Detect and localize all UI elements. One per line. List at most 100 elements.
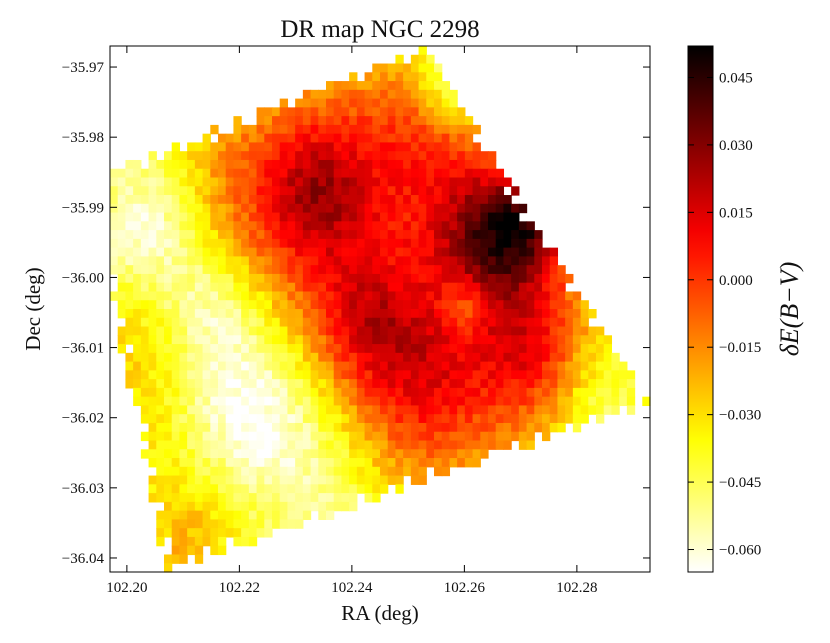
heatmap-cell: [156, 361, 165, 371]
plot-frame: [109, 45, 651, 573]
heatmap-cell: [511, 282, 520, 293]
heatmap-cell: [218, 230, 227, 240]
heatmap-cell: [179, 405, 188, 415]
heatmap-cell: [449, 431, 458, 442]
heatmap-cell: [179, 493, 188, 503]
heatmap-cell: [264, 422, 273, 433]
heatmap-cell: [464, 291, 474, 301]
heatmap-cell: [295, 379, 304, 389]
heatmap-cell: [194, 466, 204, 477]
heatmap-cell: [495, 387, 505, 398]
heatmap-cell: [248, 142, 258, 152]
heatmap-cell: [449, 300, 458, 310]
heatmap-cell: [187, 414, 196, 424]
heatmap-cell: [164, 493, 173, 503]
heatmap-cell: [202, 247, 211, 257]
heatmap-cell: [449, 352, 458, 363]
heatmap-cell: [310, 186, 319, 196]
heatmap-cell: [434, 405, 443, 415]
heatmap-cell: [171, 466, 181, 477]
heatmap-cell: [441, 300, 451, 310]
heatmap-cell: [302, 107, 312, 117]
heatmap-cell: [210, 282, 219, 293]
heatmap-cell: [256, 387, 265, 398]
heatmap-cell: [387, 63, 397, 73]
heatmap-cell: [503, 203, 512, 214]
heatmap-cell: [272, 195, 281, 205]
heatmap-cell: [225, 422, 235, 433]
heatmap-cell: [410, 379, 420, 389]
heatmap-cell: [542, 256, 551, 266]
heatmap-cell: [318, 203, 327, 214]
heatmap-cell: [426, 195, 435, 205]
heatmap-cell: [194, 422, 204, 433]
heatmap-cell: [171, 493, 181, 503]
heatmap-cell: [495, 317, 505, 328]
heatmap-cell: [225, 317, 235, 328]
heatmap-cell: [449, 177, 458, 187]
heatmap-cell: [256, 195, 265, 205]
heatmap-cell: [179, 528, 188, 538]
heatmap-cell: [295, 466, 304, 477]
heatmap-cell: [264, 431, 273, 442]
heatmap-cell: [549, 335, 559, 345]
heatmap-cell: [557, 379, 566, 389]
heatmap-cell: [310, 203, 319, 214]
heatmap-cell: [395, 335, 404, 345]
heatmap-cell: [225, 256, 235, 266]
heatmap-cell: [511, 335, 520, 345]
heatmap-cell: [356, 124, 366, 135]
heatmap-cell: [171, 282, 181, 293]
heatmap-cell: [233, 431, 242, 442]
heatmap-cell: [117, 291, 127, 301]
heatmap-cell: [333, 107, 343, 117]
heatmap-cell: [148, 344, 157, 354]
heatmap-cell: [148, 256, 157, 266]
heatmap-cell: [410, 168, 420, 179]
heatmap-cell: [202, 273, 211, 284]
heatmap-cell: [449, 124, 458, 135]
heatmap-cell: [140, 449, 150, 459]
heatmap-cell: [194, 475, 204, 485]
heatmap-cell: [225, 186, 235, 196]
heatmap-cell: [526, 300, 535, 310]
heatmap-cell: [518, 291, 528, 301]
heatmap-cell: [233, 317, 242, 328]
heatmap-cell: [372, 168, 381, 179]
heatmap-cell: [310, 431, 319, 442]
heatmap-cell: [542, 414, 551, 424]
heatmap-cell: [395, 326, 404, 336]
heatmap-cell: [233, 528, 242, 538]
heatmap-cell: [194, 414, 204, 424]
heatmap-cell: [125, 195, 134, 205]
heatmap-cell: [488, 300, 497, 310]
heatmap-cell: [526, 273, 535, 284]
heatmap-cell: [295, 212, 304, 222]
heatmap-cell: [225, 335, 235, 345]
heatmap-cell: [326, 124, 335, 135]
heatmap-cell: [164, 422, 173, 433]
heatmap-cell: [302, 186, 312, 196]
heatmap-cell: [395, 116, 404, 126]
heatmap-cell: [318, 142, 327, 152]
heatmap-cell: [410, 256, 420, 266]
heatmap-cell: [472, 221, 481, 231]
heatmap-cell: [241, 370, 250, 380]
heatmap-cell: [133, 247, 142, 257]
heatmap-cell: [542, 309, 551, 319]
heatmap-cell: [302, 124, 312, 135]
heatmap-cell: [364, 422, 373, 433]
heatmap-cell: [356, 449, 366, 459]
heatmap-cell: [318, 449, 327, 459]
heatmap-cell: [133, 230, 142, 240]
heatmap-cell: [164, 475, 173, 485]
heatmap-cell: [194, 291, 204, 301]
heatmap-cell: [526, 238, 535, 249]
heatmap-cell: [511, 230, 520, 240]
heatmap-cell: [449, 449, 458, 459]
heatmap-cell: [233, 238, 242, 249]
heatmap-cell: [349, 221, 358, 231]
heatmap-cell: [241, 159, 250, 170]
heatmap-cell: [302, 326, 312, 336]
heatmap-cell: [156, 396, 165, 407]
